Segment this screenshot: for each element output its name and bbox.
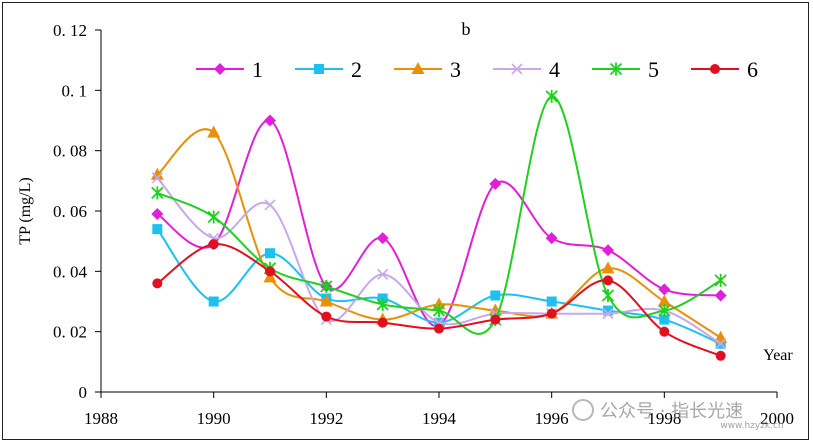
- data-point: [602, 244, 614, 257]
- legend-item-3: 3: [394, 57, 461, 82]
- data-point: [151, 186, 164, 200]
- data-point: [377, 317, 388, 328]
- legend-marker: [411, 62, 425, 74]
- x-tick-label: 2000: [760, 409, 794, 428]
- series-line: [156, 228, 722, 345]
- legend-label: 4: [549, 57, 560, 82]
- legend-item-1: 1: [196, 57, 263, 82]
- data-point: [489, 177, 502, 190]
- legend-label: 2: [351, 57, 362, 82]
- x-axis-title: Year: [763, 347, 793, 364]
- wechat-logo-icon: [572, 399, 594, 421]
- data-point: [601, 261, 615, 274]
- x-ticks: 1988 1990 1992 1994 1996 1998 2000: [84, 392, 794, 428]
- x-tick-label: 1990: [197, 409, 231, 428]
- chart-frame: [2, 2, 809, 440]
- legend-marker: [214, 63, 226, 75]
- data-point: [376, 232, 389, 245]
- y-tick-label: 0. 02: [53, 323, 87, 342]
- data-point: [546, 308, 557, 319]
- data-point: [152, 278, 163, 289]
- legend-marker: [609, 62, 623, 76]
- watermark-url: www.hzyzk.cn: [720, 421, 783, 431]
- data-point: [151, 172, 163, 184]
- data-point: [659, 326, 670, 337]
- legend-label: 5: [648, 57, 659, 82]
- data-point: [714, 289, 727, 302]
- data-point: [657, 294, 671, 307]
- chart-title: b: [462, 19, 471, 39]
- y-tick-label: 0. 04: [53, 262, 88, 281]
- data-point: [432, 304, 446, 318]
- data-point: [320, 279, 333, 293]
- series-5: [151, 89, 727, 335]
- series-line: [156, 177, 722, 345]
- data-point: [603, 275, 613, 286]
- data-point: [263, 270, 277, 283]
- data-point: [658, 283, 671, 296]
- x-tick-label: 1998: [647, 409, 681, 428]
- data-point: [264, 114, 276, 127]
- watermark: 公众号 · 指长光速 www.hzyzk.cn: [572, 399, 784, 431]
- data-point: [715, 338, 727, 350]
- data-point: [545, 232, 558, 245]
- y-tick-label: 0: [79, 383, 88, 402]
- data-point: [546, 296, 557, 307]
- y-tick-label: 0. 08: [53, 142, 87, 161]
- y-ticks: 0 0. 02 0. 04 0. 06 0. 08 0. 1 0. 12: [53, 21, 101, 402]
- legend-item-6: 6: [691, 57, 758, 82]
- data-point: [545, 89, 558, 103]
- watermark-text: 公众号 · 指长光速: [600, 401, 743, 422]
- legend-marker: [314, 64, 324, 74]
- legend-item-4: 4: [493, 57, 560, 82]
- data-point: [602, 308, 614, 320]
- data-point: [434, 323, 444, 334]
- data-point: [659, 314, 670, 325]
- series-line: [156, 119, 721, 327]
- data-point: [151, 208, 164, 221]
- x-tick-label: 1988: [84, 409, 118, 428]
- data-point: [376, 298, 389, 312]
- data-point: [603, 305, 613, 316]
- series-line: [156, 128, 722, 339]
- y-axis-title: TP (mg/L): [17, 177, 34, 244]
- data-point: [208, 296, 219, 307]
- series-4: [151, 172, 727, 350]
- data-point: [714, 273, 727, 287]
- x-tick-label: 1994: [422, 409, 457, 428]
- y-tick-label: 0. 12: [53, 21, 87, 40]
- y-tick-label: 0. 06: [53, 202, 87, 221]
- legend: 1 2 3 4 5 6: [196, 57, 758, 82]
- data-point: [377, 268, 389, 280]
- legend-marker: [710, 64, 720, 74]
- series-6: [152, 239, 726, 361]
- legend-label: 3: [450, 57, 461, 82]
- data-point: [490, 314, 501, 325]
- legend-label: 1: [252, 57, 263, 82]
- data-point: [264, 199, 276, 211]
- data-point: [601, 288, 615, 302]
- data-point: [265, 266, 275, 277]
- data-point: [490, 290, 501, 301]
- data-point: [207, 125, 221, 138]
- legend-item-2: 2: [295, 57, 362, 82]
- data-point: [207, 210, 220, 224]
- data-point: [265, 248, 275, 259]
- x-tick-label: 1996: [535, 409, 569, 428]
- data-point: [208, 239, 219, 250]
- series-layer: [150, 89, 728, 361]
- y-tick-label: 0. 1: [62, 81, 88, 100]
- data-point: [658, 304, 671, 318]
- legend-item-5: 5: [592, 57, 659, 82]
- legend-label: 6: [747, 57, 758, 82]
- data-point: [321, 311, 332, 322]
- data-point: [150, 167, 164, 180]
- data-point: [152, 224, 163, 235]
- x-tick-label: 1992: [309, 409, 343, 428]
- legend-marker: [511, 63, 523, 75]
- data-point: [715, 350, 726, 361]
- data-point: [319, 294, 333, 307]
